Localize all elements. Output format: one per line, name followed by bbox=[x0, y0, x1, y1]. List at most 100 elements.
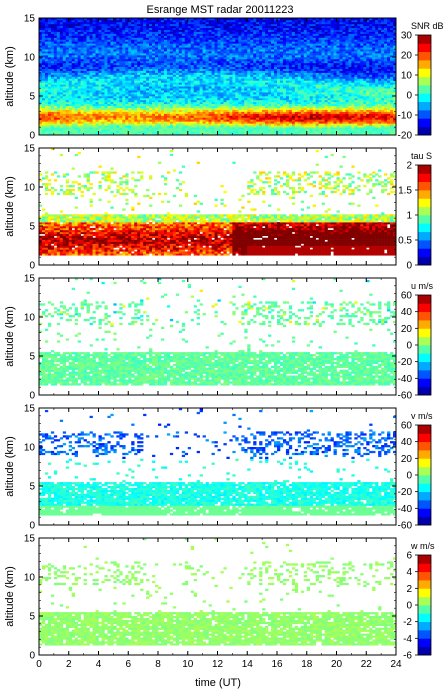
colorbar-tick-label: 20 bbox=[401, 324, 413, 335]
colorbar-segment bbox=[418, 198, 431, 208]
y-tick-label: 15 bbox=[24, 144, 36, 155]
x-tick-label: 20 bbox=[331, 659, 343, 670]
colorbar-segment bbox=[418, 345, 431, 354]
colorbar-segment bbox=[418, 256, 431, 266]
colorbar-segment bbox=[418, 508, 431, 518]
y-axis-label: altitude (km) bbox=[4, 566, 16, 627]
colorbar-tick-label: -20 bbox=[398, 357, 413, 368]
colorbar-tick-label: 4 bbox=[406, 567, 412, 578]
colorbar-segment bbox=[418, 580, 431, 589]
colorbar-segment bbox=[418, 613, 431, 623]
colorbar-tick-label: 20 bbox=[401, 454, 413, 465]
colorbar-segment bbox=[418, 621, 431, 631]
colorbar-segment bbox=[418, 223, 431, 233]
y-tick-label: 10 bbox=[24, 313, 36, 324]
y-tick-label: 15 bbox=[24, 274, 36, 285]
colorbar-segment bbox=[418, 248, 431, 258]
colorbar-segment bbox=[418, 51, 431, 61]
colorbar-tick-label: 40 bbox=[401, 437, 413, 448]
colorbar-tick-label: 0 bbox=[406, 91, 412, 102]
colorbar-segment bbox=[418, 361, 431, 371]
y-tick-label: 15 bbox=[24, 404, 36, 415]
colorbar-segment bbox=[418, 466, 431, 476]
colorbar-tick-label: 60 bbox=[401, 421, 413, 432]
colorbar-tick-label: -60 bbox=[398, 521, 413, 532]
colorbar-segment bbox=[418, 596, 431, 606]
colorbar-segment bbox=[418, 76, 431, 86]
y-tick-label: 5 bbox=[29, 222, 35, 233]
colorbar-segment bbox=[418, 173, 431, 183]
colorbar-tick-label: 1.5 bbox=[398, 186, 412, 197]
colorbar-tick-label: -40 bbox=[398, 374, 413, 385]
x-tick-label: 6 bbox=[125, 659, 131, 670]
colorbar: -60 -40 -20 0 20 40 60v m/s bbox=[398, 411, 433, 532]
colorbar-segment bbox=[418, 303, 431, 313]
colorbar-segment bbox=[418, 605, 431, 614]
colorbar-tick-label: -4 bbox=[403, 634, 412, 645]
colorbar-segment bbox=[418, 295, 431, 304]
x-tick-label: 16 bbox=[271, 659, 283, 670]
colorbar-segment bbox=[418, 181, 431, 191]
colorbar-tick-label: 6 bbox=[406, 551, 412, 562]
y-tick-label: 5 bbox=[29, 352, 35, 363]
heatmap-cells bbox=[39, 148, 397, 256]
colorbar-label: w m/s bbox=[410, 541, 435, 551]
colorbar-segment bbox=[418, 588, 431, 598]
heatmap-cells bbox=[39, 408, 397, 516]
y-tick-label: 10 bbox=[24, 183, 36, 194]
colorbar-segment bbox=[418, 68, 431, 78]
colorbar-segment bbox=[418, 101, 431, 111]
y-tick-label: 15 bbox=[24, 14, 36, 25]
y-tick-label: 10 bbox=[24, 573, 36, 584]
colorbar: -6 -4 -2 0 2 4 6w m/s bbox=[403, 541, 435, 662]
colorbar-segment bbox=[418, 433, 431, 443]
y-tick-label: 0 bbox=[29, 651, 35, 662]
colorbar-tick-label: 2 bbox=[406, 584, 412, 595]
x-tick-label: 4 bbox=[96, 659, 102, 670]
colorbar-segment bbox=[418, 458, 431, 468]
colorbar-segment bbox=[418, 336, 431, 346]
colorbar-segment bbox=[418, 370, 431, 379]
x-axis-label: time (UT) bbox=[195, 677, 241, 689]
y-tick-label: 10 bbox=[24, 53, 36, 64]
colorbar-tick-label: 30 bbox=[401, 31, 413, 42]
colorbar-segment bbox=[418, 206, 431, 216]
x-tick-label: 8 bbox=[155, 659, 161, 670]
colorbar-label: tau S bbox=[411, 151, 432, 161]
x-tick-label: 10 bbox=[182, 659, 194, 670]
x-tick-label: 12 bbox=[212, 659, 224, 670]
colorbar-tick-label: 40 bbox=[401, 307, 413, 318]
x-tick-label: 0 bbox=[36, 659, 42, 670]
colorbar-tick-label: 0.5 bbox=[398, 236, 412, 247]
colorbar-tick-label: -40 bbox=[398, 504, 413, 515]
colorbar-tick-label: -60 bbox=[398, 391, 413, 402]
colorbar-segment bbox=[418, 378, 431, 388]
colorbar-segment bbox=[418, 320, 431, 329]
colorbar-segment bbox=[418, 483, 431, 493]
y-tick-label: 5 bbox=[29, 612, 35, 623]
chart-title: Esrange MST radar 20011223 bbox=[147, 4, 294, 16]
colorbar-segment bbox=[418, 353, 431, 363]
y-tick-label: 0 bbox=[29, 131, 35, 142]
colorbar-segment bbox=[418, 638, 431, 648]
panel-3: 0 5 10 15 altitude (km) -60 -40 -20 0 20 40 60u m/s bbox=[4, 274, 434, 402]
colorbar-segment bbox=[418, 231, 431, 241]
x-tick-label: 14 bbox=[242, 659, 254, 670]
colorbar-segment bbox=[418, 555, 431, 564]
heatmap-cells bbox=[39, 278, 397, 386]
colorbar-tick-label: -6 bbox=[403, 651, 412, 662]
colorbar-segment bbox=[418, 646, 431, 656]
colorbar-segment bbox=[418, 165, 431, 174]
colorbar-segment bbox=[418, 450, 431, 459]
x-tick-label: 22 bbox=[361, 659, 373, 670]
colorbar-tick-label: 0 bbox=[406, 261, 412, 272]
colorbar-segment bbox=[418, 500, 431, 509]
colorbar-segment bbox=[418, 35, 431, 44]
colorbar-segment bbox=[418, 425, 431, 434]
colorbar-segment bbox=[418, 43, 431, 53]
x-tick-label: 18 bbox=[301, 659, 313, 670]
